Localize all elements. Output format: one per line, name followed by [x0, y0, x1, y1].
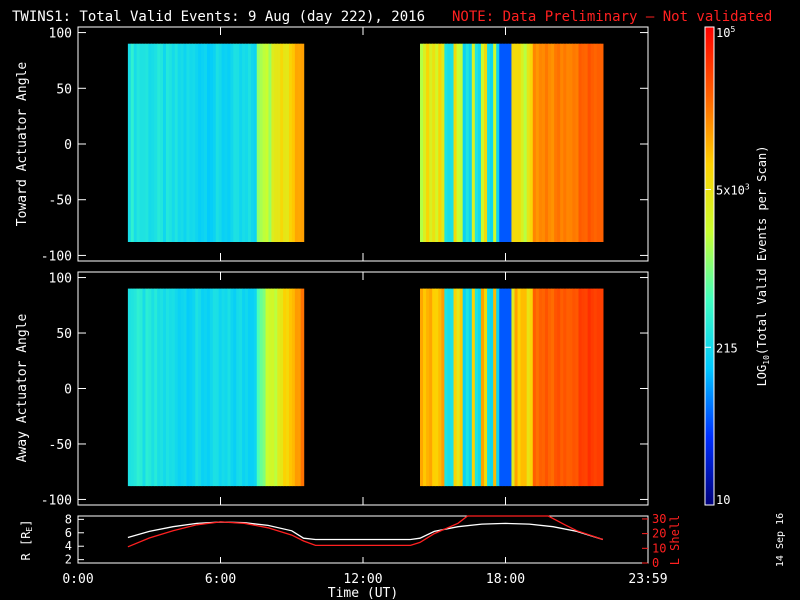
colorbar: 10 215 5x103 105 LOG10(Total Valid Events p…	[705, 25, 771, 507]
lshell-line	[128, 516, 603, 547]
date-stamp: 14 Sep 16	[775, 513, 786, 567]
xtick-label: 23:59	[628, 572, 667, 587]
xtick-label: 6:00	[205, 572, 236, 587]
ytick-label: 0	[64, 383, 72, 398]
xaxis-title: Time (UT)	[328, 586, 398, 600]
plot-title: TWINS1: Total Valid Events: 9 Aug (day 2…	[12, 9, 425, 25]
colorbar-scale	[705, 27, 714, 505]
heatmap-column	[600, 289, 604, 487]
xtick-label: 12:00	[343, 572, 382, 587]
heatmap-column	[600, 44, 604, 242]
ylabel-toward: Toward Actuator Angle	[15, 62, 30, 227]
ytick-label: 100	[49, 27, 72, 42]
colorbar-tick-label: 10	[716, 493, 730, 507]
heatmap-away	[128, 289, 604, 487]
ytick-label: 100	[49, 272, 72, 287]
ylabel-radius: R [RE]	[19, 520, 34, 561]
xtick-label: 0:00	[62, 572, 93, 587]
ylabel-away: Away Actuator Angle	[15, 313, 30, 462]
ephemeris-x-axis	[78, 557, 648, 563]
ytick-label: 50	[56, 82, 72, 97]
ytick-label-right: 30	[652, 512, 666, 526]
ytick-label-right: 20	[652, 527, 666, 541]
heatmap-column	[301, 289, 305, 487]
x-tick-labels: 0:00 6:00 12:00 18:00 23:59	[62, 572, 667, 587]
ytick-label: 4	[65, 539, 72, 553]
ylabel-lshell: L Shell	[668, 515, 682, 566]
panel-ephemeris: 8642 3020100 R [RE] L Shell	[19, 512, 682, 570]
preliminary-note: NOTE: Data Preliminary — Not validated	[452, 9, 772, 25]
heatmap-column	[301, 44, 305, 242]
xtick-label: 18:00	[486, 572, 525, 587]
ytick-label: 50	[56, 327, 72, 342]
ytick-label-right: 10	[652, 541, 666, 555]
ytick-label: -50	[49, 194, 72, 209]
panel-away: 100 50 0 -50 -100 Away Actuator Angle	[15, 272, 648, 509]
colorbar-tick-label: 105	[716, 25, 735, 40]
panel-toward: 100 50 0 -50 -100 Toward Actuator Angle	[15, 27, 648, 265]
ytick-label: -100	[41, 249, 72, 264]
ytick-label-right: 0	[652, 556, 659, 570]
colorbar-tick-label: 5x103	[716, 183, 750, 198]
colorbar-tick-label: 215	[716, 341, 738, 355]
ytick-label: -50	[49, 438, 72, 453]
ytick-label: 0	[64, 138, 72, 153]
ephemeris-left-axis: 8642	[65, 512, 84, 566]
ytick-label: 8	[65, 512, 72, 526]
ytick-label: -100	[41, 493, 72, 508]
ytick-label: 6	[65, 526, 72, 540]
ytick-label: 2	[65, 553, 72, 567]
ephemeris-lines	[128, 516, 603, 547]
heatmap-toward	[128, 44, 604, 242]
colorbar-label: LOG10(Total Valid Events per Scan)	[755, 146, 771, 387]
